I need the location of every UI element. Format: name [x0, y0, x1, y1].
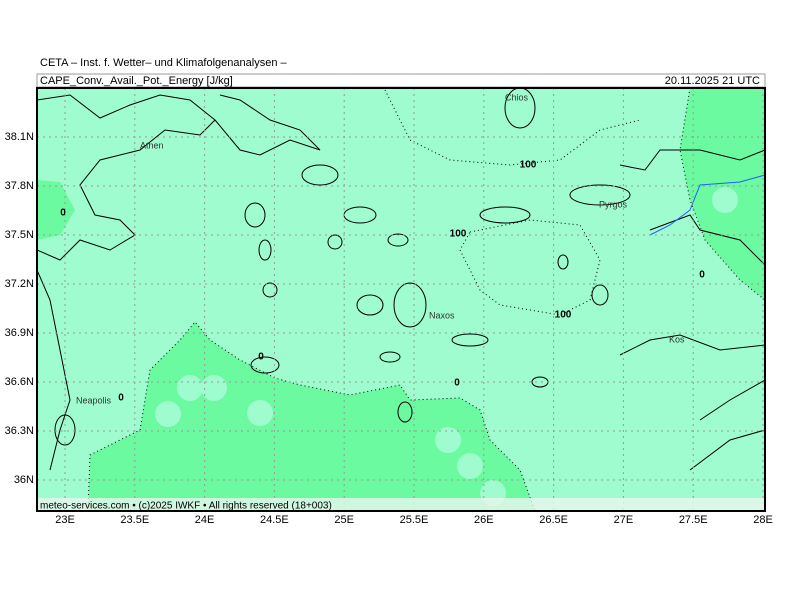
border-river — [649, 174, 765, 236]
footer: meteo-services.com • (c)2025 IWKF • All … — [40, 501, 332, 512]
lon-label: 23E — [55, 514, 75, 526]
lon-label: 27.5E — [679, 514, 708, 526]
contours — [87, 88, 765, 511]
lon-label: 28E — [753, 514, 773, 526]
lon-label: 26.5E — [539, 514, 568, 526]
place-name: Naxos — [429, 310, 455, 320]
lat-label: 36.3N — [5, 425, 34, 437]
lon-label: 25E — [334, 514, 354, 526]
cape-high — [37, 180, 75, 240]
map-labels: 23E 23.5E 24E 24.5E 25E 25.5E 26E 26.5E 27E 27.5E… — [5, 92, 773, 526]
contour-label: 0 — [118, 393, 124, 404]
footer-bar — [37, 498, 765, 511]
place-name: Athen — [140, 140, 164, 150]
place-name: Chios — [505, 92, 529, 102]
parameter: CAPE_Conv._Avail._Pot._Energy [J/kg] — [40, 75, 233, 87]
lon-label: 24E — [195, 514, 215, 526]
valid-time: 20.11.2025 21 UTC — [665, 75, 760, 87]
lon-label: 27E — [614, 514, 634, 526]
contour-label: 100 — [555, 310, 572, 321]
contour-label: 0 — [60, 208, 66, 219]
lat-label: 37.8N — [5, 180, 34, 192]
lat-label: 37.2N — [5, 278, 34, 290]
lat-label: 37.5N — [5, 229, 34, 241]
graticule — [37, 88, 765, 511]
place-name: Neapolis — [76, 395, 112, 405]
header-title: CETA – Inst. f. Wetter– und Klimafolgena… — [40, 57, 287, 69]
lon-label: 26E — [474, 514, 494, 526]
contour-label: 0 — [258, 352, 264, 363]
contour-label: 0 — [699, 270, 705, 281]
lat-label: 38.1N — [5, 131, 34, 143]
lat-label: 36N — [14, 474, 34, 486]
lat-label: 36.9N — [5, 327, 34, 339]
lon-label: 24.5E — [260, 514, 289, 526]
coastlines — [37, 88, 765, 471]
cape-high — [88, 322, 535, 511]
map-area — [37, 88, 765, 511]
place-name: Pyrgos — [599, 199, 628, 209]
place-name: Kos — [669, 334, 685, 344]
map-frame — [36, 87, 766, 512]
lon-label: 23.5E — [120, 514, 149, 526]
lon-label: 25.5E — [400, 514, 429, 526]
contour-label: 100 — [520, 160, 537, 171]
lat-label: 36.6N — [5, 376, 34, 388]
contour-label: 100 — [450, 229, 467, 240]
contour-label: 0 — [454, 378, 460, 389]
